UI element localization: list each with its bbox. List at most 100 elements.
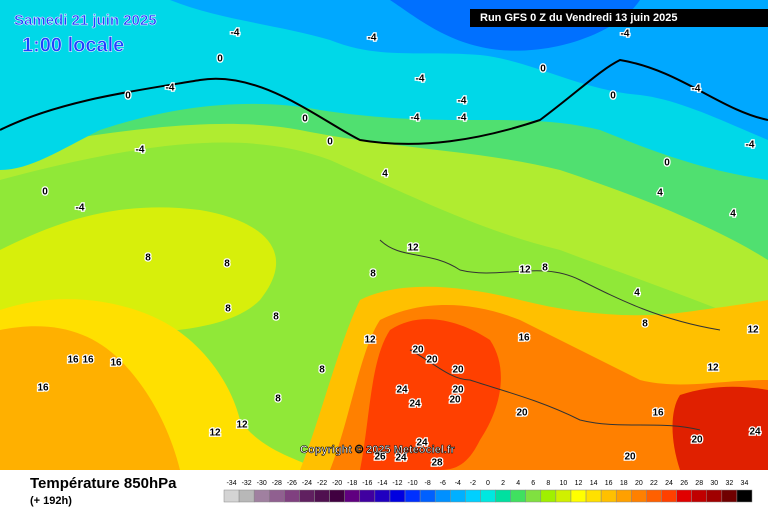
legend-swatch [706,489,723,503]
legend-label: 20 [635,480,643,487]
legend-label: -8 [425,480,431,487]
contour-label: 24 [749,427,761,438]
contour-label: 20 [412,345,424,356]
contour-label: 0 [327,137,333,148]
contour-label: 12 [209,428,221,439]
contour-label: -4 [692,84,701,95]
contour-label: 0 [664,158,670,169]
legend-label: -32 [242,480,252,487]
legend-label: -28 [272,480,282,487]
legend-swatch [510,489,526,503]
contour-label: 20 [452,365,464,376]
legend-swatch [299,489,315,503]
contour-label: 0 [302,114,308,125]
field-red [360,319,501,470]
legend-label: -14 [377,480,387,487]
field-red-east [672,386,768,470]
legend-swatch [238,489,255,503]
legend-swatch [495,489,511,503]
contour-label: 16 [67,355,79,366]
contour-label: 20 [449,395,461,406]
contour-label: -4 [746,140,755,151]
contour-label: 8 [542,263,548,274]
legend-swatch [329,489,345,503]
contour-label: 0 [610,91,616,102]
legend-label: 0 [486,480,490,487]
contour-label: 12 [519,265,531,276]
legend-label: 22 [650,480,658,487]
legend-label: 28 [695,480,703,487]
legend-swatch [721,489,738,503]
contour-label: 0 [125,91,131,102]
field-blue [170,0,768,140]
contour-label: 16 [652,408,664,419]
contour-label: 16 [82,355,94,366]
contour-label: 4 [634,288,640,299]
contour-label: 8 [224,259,230,270]
coastline [379,239,721,331]
contour-label: 8 [370,269,376,280]
contour-label: -4 [231,28,240,39]
contour-label: 8 [275,394,281,405]
contour-label: 12 [364,335,376,346]
legend-swatch [480,489,496,503]
contour-label: 0 [540,64,546,75]
contour-label: 0 [217,54,223,65]
legend-swatch [661,489,677,503]
run-box [470,9,768,27]
variable-title: Température 850hPa [30,475,177,492]
legend-label: -26 [287,480,297,487]
legend-label: 30 [710,480,718,487]
legend-swatch [676,489,692,503]
contour-label: -4 [458,96,467,107]
legend-label: 24 [665,480,673,487]
legend-label: -20 [332,480,342,487]
contour-label: 24 [416,438,428,449]
legend-swatch [314,489,330,503]
legend-swatch [359,489,376,503]
legend-swatch [434,489,451,503]
contour-label: -4 [416,74,425,85]
field-orange [0,326,180,470]
legend-label: 18 [620,480,628,487]
contour-label: -4 [136,145,145,156]
contour-label: 20 [516,408,528,419]
contour-label: 4 [730,209,736,220]
legend-swatch [269,489,285,503]
contour-label: 20 [624,452,636,463]
legend-label: -4 [455,480,461,487]
legend-swatch [284,489,300,503]
legend-swatch [691,489,707,503]
contour-label: 16 [518,333,530,344]
contour-label: 24 [396,385,408,396]
legend-label: -22 [317,480,327,487]
contour-label: 20 [691,435,703,446]
contour-label: 8 [642,319,648,330]
contour-label: 24 [409,399,421,410]
legend: -34 -32 -30 -28 -26 -24 -22 -20 -18 -16 -14 -12 -10-… [223,480,753,503]
contour-label: 0 [42,187,48,198]
contour-label: 16 [110,358,122,369]
legend-swatch [585,489,602,503]
legend-label: 16 [605,480,613,487]
contour-label: 8 [319,365,325,376]
contour-label: 12 [707,363,719,374]
legend-swatch [344,489,361,503]
map-field [0,0,768,470]
legend-label: 14 [590,480,598,487]
legend-label: -12 [392,480,402,487]
legend-swatch [253,489,270,503]
legend-swatch [631,489,647,503]
legend-swatch [450,489,466,503]
contour-label: 8 [273,312,279,323]
legend-swatch [404,489,421,503]
contour-label: 20 [452,385,464,396]
legend-label: -2 [470,480,476,487]
contour-label: -4 [411,113,420,124]
contour-label: 8 [145,253,151,264]
legend-swatch [600,489,617,503]
legend-swatch [540,489,557,503]
contour-label: 28 [431,458,443,469]
copyright: Copyright © 2025 Meteociel.fr [300,444,456,456]
